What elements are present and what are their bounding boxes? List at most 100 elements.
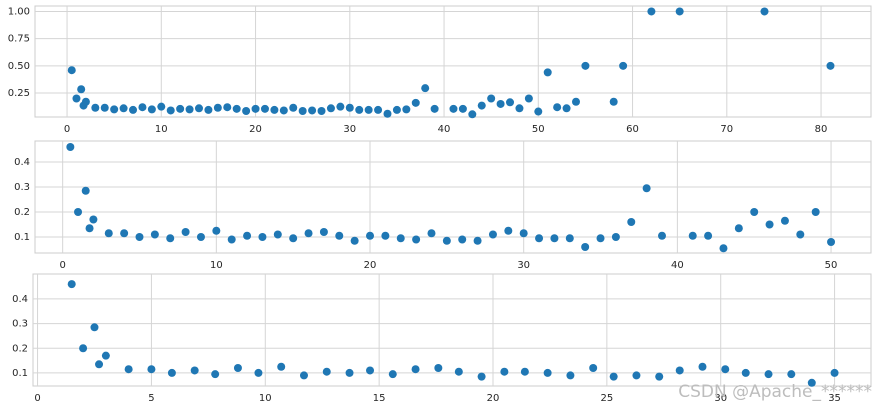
point xyxy=(392,105,401,114)
point xyxy=(454,367,463,376)
point xyxy=(458,104,467,113)
point xyxy=(787,370,796,379)
point xyxy=(213,103,222,112)
point xyxy=(196,233,205,241)
x-tick-label: 30 xyxy=(517,260,530,271)
point xyxy=(796,230,805,239)
point xyxy=(81,186,90,195)
point xyxy=(581,243,590,251)
point xyxy=(211,370,220,379)
point xyxy=(458,235,467,244)
point xyxy=(366,231,375,240)
y-tick-label: 0.2 xyxy=(14,207,30,218)
point xyxy=(308,106,317,115)
plot-area xyxy=(34,140,872,254)
point xyxy=(642,184,651,193)
point xyxy=(388,370,397,379)
x-tick-label: 30 xyxy=(343,124,356,135)
point xyxy=(166,106,175,115)
point xyxy=(85,224,94,233)
point xyxy=(147,365,156,374)
point xyxy=(190,366,199,375)
y-tick-label: 0.50 xyxy=(8,61,30,72)
x-tick-label: 10 xyxy=(155,124,168,135)
point xyxy=(95,360,104,369)
x-tick-label: 70 xyxy=(720,124,733,135)
point xyxy=(477,372,486,381)
point xyxy=(110,105,119,114)
point xyxy=(750,208,759,216)
point xyxy=(374,105,383,114)
point xyxy=(251,104,260,113)
x-tick-label: 35 xyxy=(828,393,841,404)
point xyxy=(317,107,326,116)
point xyxy=(734,224,743,233)
point xyxy=(421,84,430,93)
y-tick-label: 0.2 xyxy=(12,343,28,354)
point xyxy=(780,216,789,225)
point xyxy=(543,68,552,77)
point xyxy=(336,102,345,111)
point xyxy=(322,367,331,376)
x-tick-label: 5 xyxy=(148,393,154,404)
point xyxy=(496,99,505,108)
x-tick-label: 0 xyxy=(34,393,40,404)
point xyxy=(830,368,839,377)
point xyxy=(609,372,618,381)
point xyxy=(77,85,86,94)
point xyxy=(319,228,328,236)
point xyxy=(232,104,241,113)
point xyxy=(675,366,684,375)
point xyxy=(147,105,156,114)
point xyxy=(520,367,529,376)
point xyxy=(67,280,76,289)
x-tick-label: 0 xyxy=(59,260,65,271)
x-tick-label: 50 xyxy=(532,124,545,135)
point xyxy=(124,365,133,374)
point xyxy=(627,218,636,226)
point xyxy=(427,229,436,238)
point xyxy=(411,365,420,374)
point xyxy=(609,97,618,106)
point xyxy=(655,372,664,381)
point xyxy=(176,104,185,113)
point xyxy=(289,234,298,243)
x-tick-label: 10 xyxy=(210,260,223,271)
point xyxy=(565,234,574,243)
y-tick-label: 0.3 xyxy=(12,319,28,330)
point xyxy=(506,98,515,107)
x-tick-label: 10 xyxy=(259,393,272,404)
point xyxy=(79,344,88,353)
point xyxy=(402,105,411,114)
point xyxy=(698,362,707,371)
point xyxy=(233,363,242,372)
point xyxy=(104,229,113,238)
point xyxy=(611,233,620,241)
point xyxy=(345,368,354,377)
x-tick-label: 20 xyxy=(249,124,262,135)
y-tick-label: 0.1 xyxy=(12,368,28,379)
point xyxy=(434,363,443,372)
point xyxy=(647,7,656,16)
point xyxy=(562,104,571,113)
point xyxy=(138,103,147,112)
point xyxy=(581,61,590,70)
point xyxy=(589,363,598,372)
point xyxy=(304,229,313,238)
point xyxy=(89,215,98,224)
point xyxy=(658,231,666,240)
point xyxy=(270,105,279,114)
point xyxy=(550,234,559,243)
y-tick-label: 0.4 xyxy=(12,294,28,305)
y-tick-label: 1.00 xyxy=(8,6,30,17)
point xyxy=(515,104,524,113)
point xyxy=(619,61,628,70)
point xyxy=(260,104,269,113)
point xyxy=(468,110,477,119)
point xyxy=(135,233,144,241)
point xyxy=(194,104,203,113)
point xyxy=(273,230,282,239)
point xyxy=(488,230,497,239)
point xyxy=(688,231,697,240)
